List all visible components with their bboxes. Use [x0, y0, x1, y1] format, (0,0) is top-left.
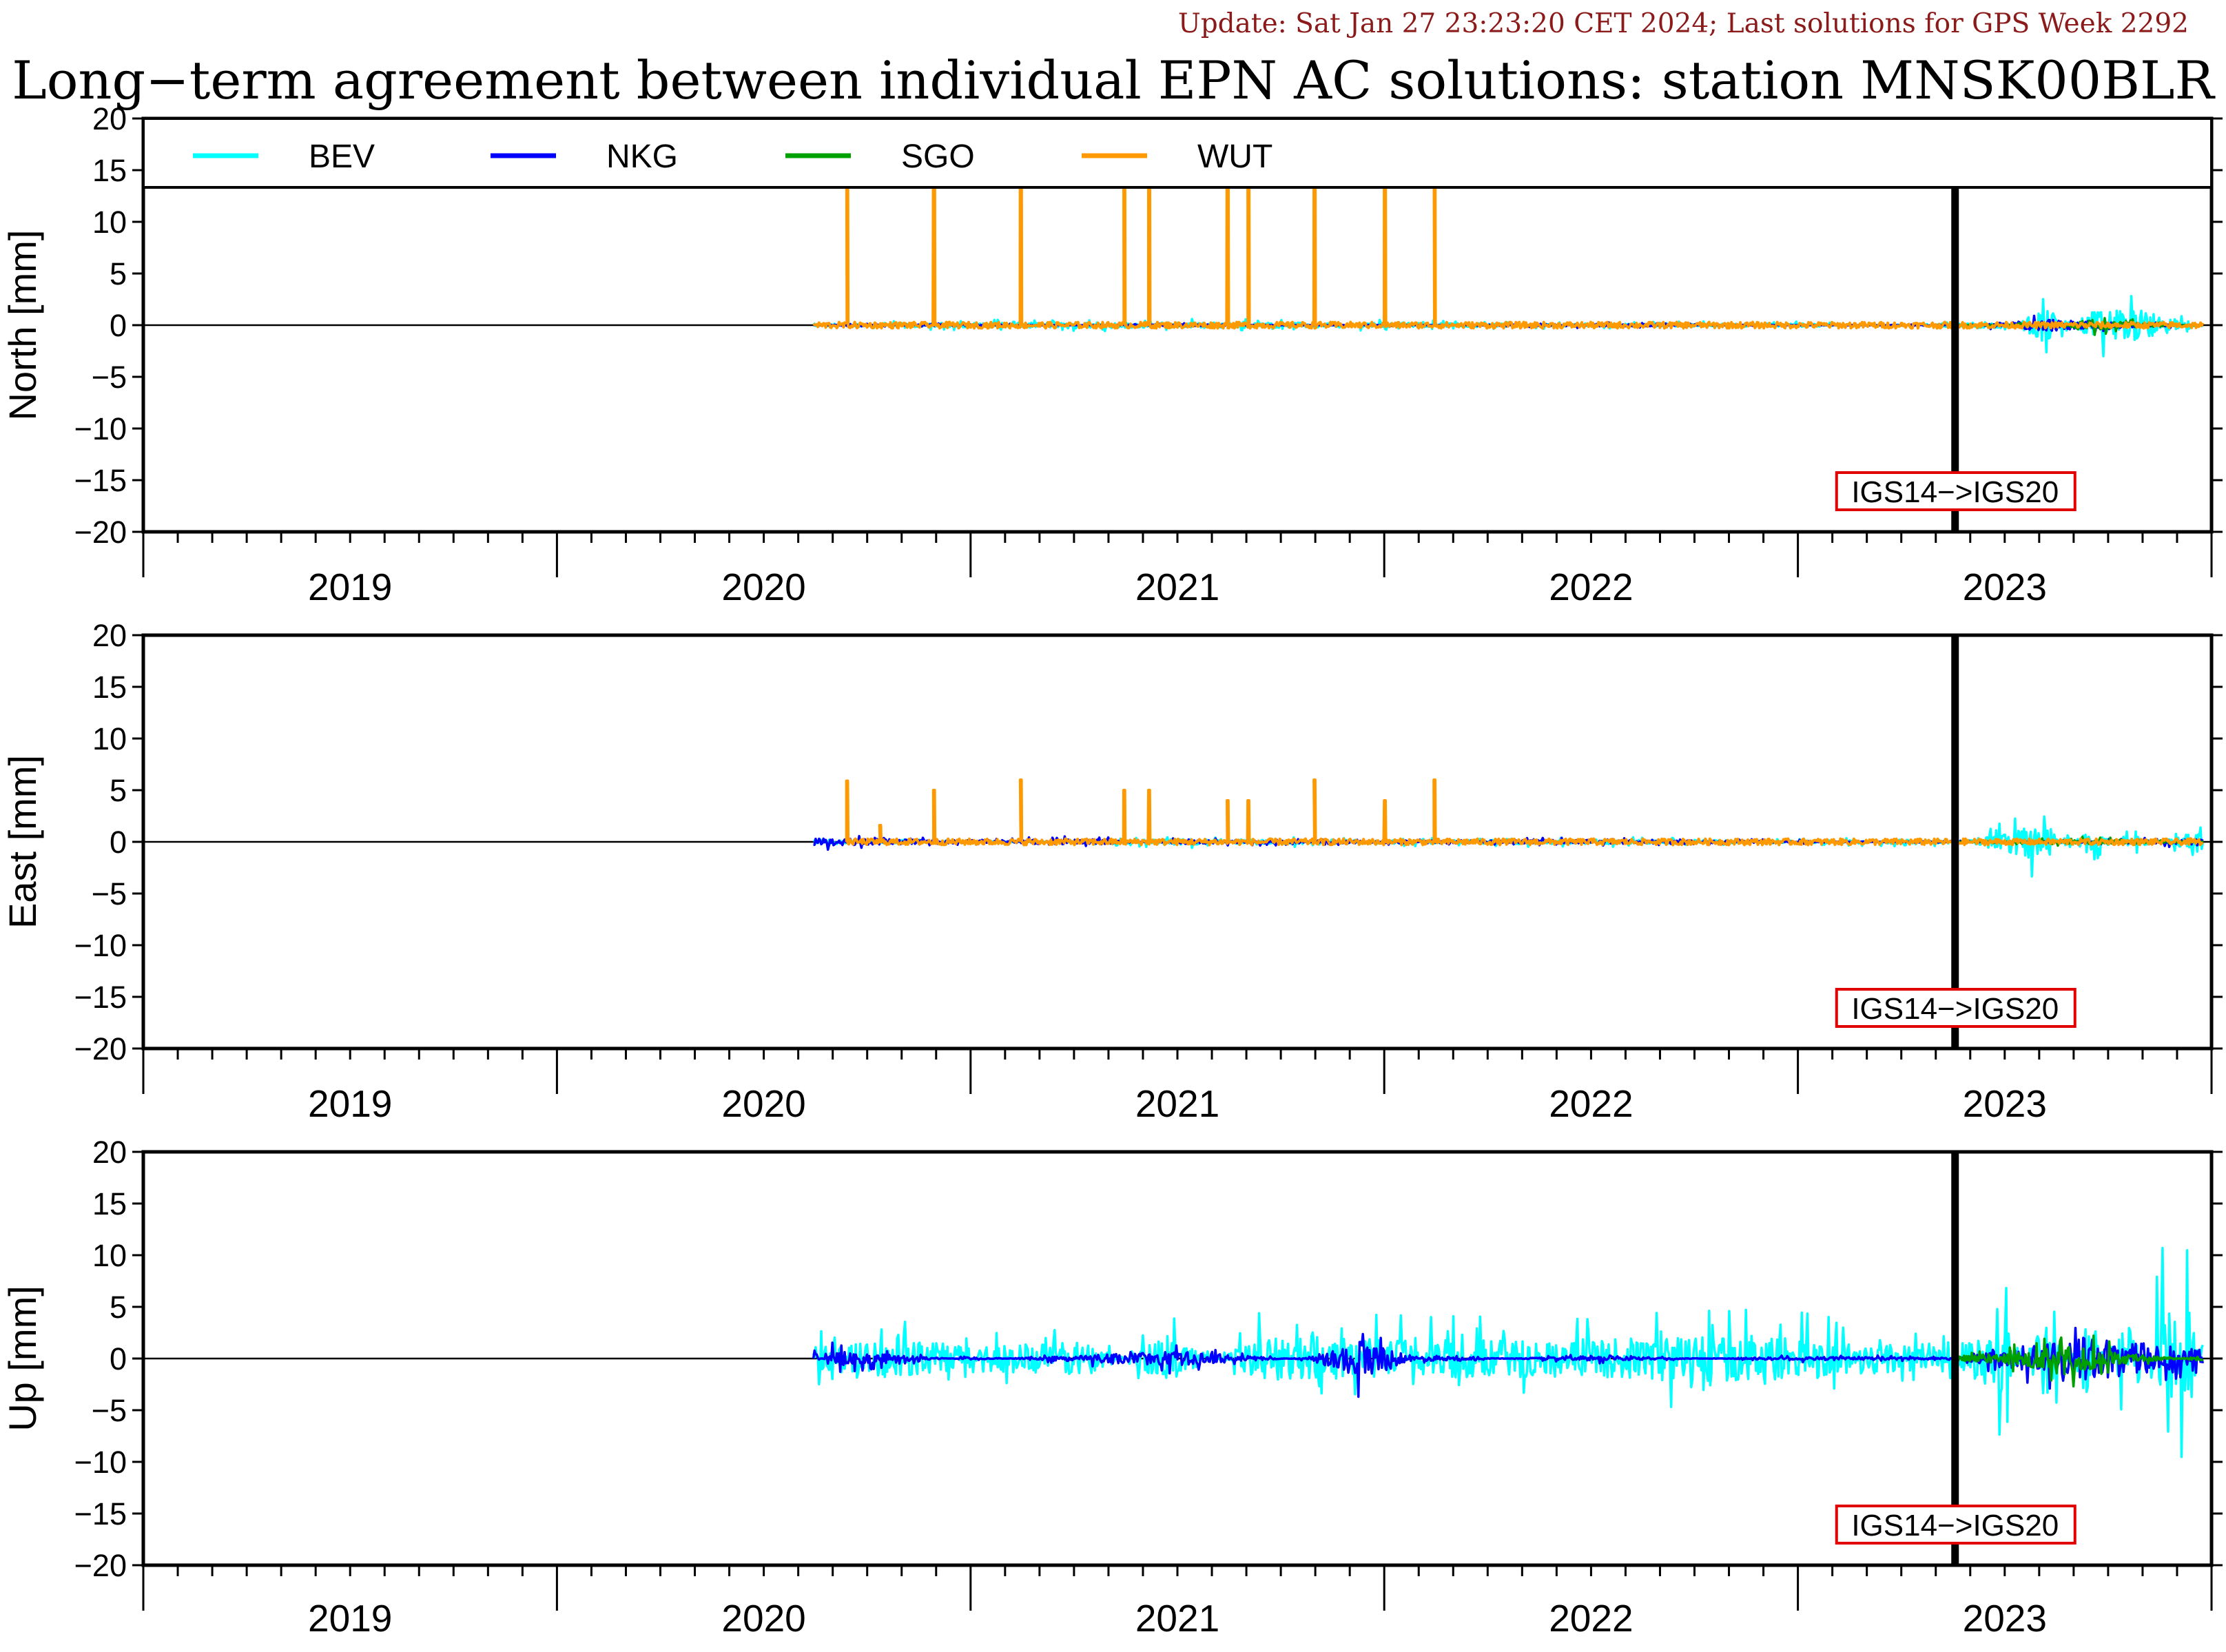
panel-up: 20 15 10 5 0 −5 −10 −15 −20 Up [mm] 2019 2020 2021 20… — [1, 1135, 2223, 1640]
x-tick-label: 2021 — [1135, 566, 1219, 608]
y-tick-label: 15 — [92, 153, 127, 188]
x-tick-label: 2023 — [1963, 566, 2047, 608]
x-tick-label: 2021 — [1135, 1082, 1219, 1125]
x-tick-label: 2023 — [1963, 1082, 2047, 1125]
y-tick-label: −15 — [74, 980, 127, 1015]
y-tick-label: −5 — [92, 876, 127, 911]
series-sgo — [1954, 1334, 2204, 1388]
y-tick-label: 5 — [110, 256, 127, 291]
legend-label-nkg: NKG — [606, 138, 678, 175]
x-tick-label: 2023 — [1963, 1597, 2047, 1640]
series-nkg — [812, 1326, 2205, 1398]
y-tick-label: −5 — [92, 1393, 127, 1428]
panel-north: 20 15 10 5 0 −5 −10 −15 −20 North [mm] 2019 2020 202… — [1, 101, 2223, 608]
update-text: Update: Sat Jan 27 23:23:20 CET 2024; La… — [1177, 8, 2189, 39]
series-group — [812, 1246, 2205, 1458]
series-group — [813, 778, 2205, 878]
y-tick-label: 5 — [110, 773, 127, 808]
y-tick-label: −10 — [74, 928, 127, 963]
chart-title: Long−term agreement between individual E… — [12, 50, 2214, 111]
y-tick-label: −15 — [74, 463, 127, 498]
y-tick-label: 10 — [92, 721, 127, 756]
y-tick-label: −20 — [74, 515, 127, 550]
y-tick-label: 5 — [110, 1290, 127, 1325]
reference-change-label: IGS14−>IGS20 — [1851, 992, 2059, 1026]
y-tick-label: −20 — [74, 1031, 127, 1066]
y-tick-label: 10 — [92, 1238, 127, 1273]
series-group — [812, 118, 2205, 358]
y-tick-label: −20 — [74, 1548, 127, 1583]
y-axis-label: Up [mm] — [1, 1286, 44, 1432]
reference-change-label: IGS14−>IGS20 — [1851, 475, 2059, 509]
x-tick-label: 2020 — [721, 1082, 805, 1125]
series-wut — [812, 118, 2205, 330]
reference-change-box — [1835, 988, 2076, 1028]
y-tick-label: 20 — [92, 101, 127, 136]
legend-label-sgo: SGO — [901, 138, 975, 175]
reference-change-box — [1835, 1505, 2076, 1545]
y-tick-label: 0 — [110, 825, 127, 860]
x-tick-label: 2020 — [721, 566, 805, 608]
y-tick-label: 0 — [110, 1341, 127, 1376]
x-tick-label: 2019 — [308, 1597, 392, 1640]
y-axis-label: East [mm] — [1, 755, 44, 929]
y-tick-label: −10 — [74, 1445, 127, 1480]
y-tick-label: −10 — [74, 411, 127, 446]
y-axis-label: North [mm] — [1, 230, 44, 421]
x-tick-label: 2022 — [1549, 1082, 1633, 1125]
x-tick-label: 2022 — [1549, 1597, 1633, 1640]
y-tick-label: 0 — [110, 308, 127, 343]
y-tick-label: −5 — [92, 360, 127, 395]
y-tick-label: −15 — [74, 1496, 127, 1531]
y-tick-label: 15 — [92, 670, 127, 705]
reference-change-box — [1835, 471, 2076, 511]
x-tick-label: 2021 — [1135, 1597, 1219, 1640]
legend-label-bev: BEV — [309, 138, 375, 175]
legend-box — [142, 117, 2213, 189]
series-wut — [845, 778, 2204, 847]
x-tick-label: 2019 — [308, 1082, 392, 1125]
x-tick-label: 2022 — [1549, 566, 1633, 608]
reference-change-label: IGS14−>IGS20 — [1851, 1509, 2059, 1542]
legend: BEV NKG SGO WUT — [142, 117, 2213, 189]
panel-east: 20 15 10 5 0 −5 −10 −15 −20 East [mm] 2019 2020 2021… — [1, 618, 2223, 1125]
legend-label-wut: WUT — [1197, 138, 1272, 175]
y-tick-label: 20 — [92, 1135, 127, 1170]
x-tick-label: 2019 — [308, 566, 392, 608]
y-tick-label: 15 — [92, 1186, 127, 1221]
y-tick-label: 20 — [92, 618, 127, 653]
y-tick-label: 10 — [92, 205, 127, 240]
x-tick-label: 2020 — [721, 1597, 805, 1640]
